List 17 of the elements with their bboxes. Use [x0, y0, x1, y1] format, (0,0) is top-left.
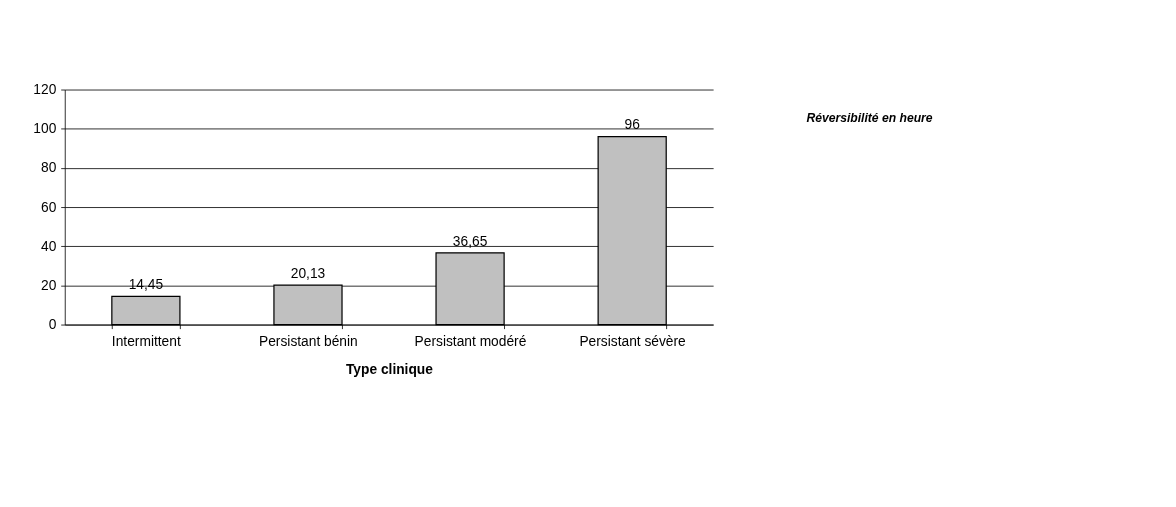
- y-tick-label: 100: [33, 121, 57, 137]
- legend-title: Réversibilité en heure: [806, 111, 933, 126]
- y-tick-label: 20: [41, 277, 57, 293]
- x-tick-label: Persistant modéré: [414, 334, 527, 350]
- y-tick-label: 80: [41, 160, 57, 176]
- x-tick-label: Intermittent: [111, 334, 181, 350]
- data-label: 96: [624, 117, 641, 133]
- x-tick-label: Persistant bénin: [259, 334, 358, 350]
- y-tick-label: 40: [41, 238, 57, 254]
- y-tick-label: 60: [41, 199, 57, 215]
- data-label: 14,45: [128, 277, 164, 293]
- y-tick-label: 0: [48, 317, 57, 333]
- y-tick-label: 120: [33, 82, 57, 98]
- x-axis-title: Type clinique: [345, 361, 434, 377]
- x-tick-label: Persistant sévère: [579, 334, 687, 350]
- data-label: 36,65: [452, 233, 488, 249]
- data-label: 20,13: [290, 265, 326, 281]
